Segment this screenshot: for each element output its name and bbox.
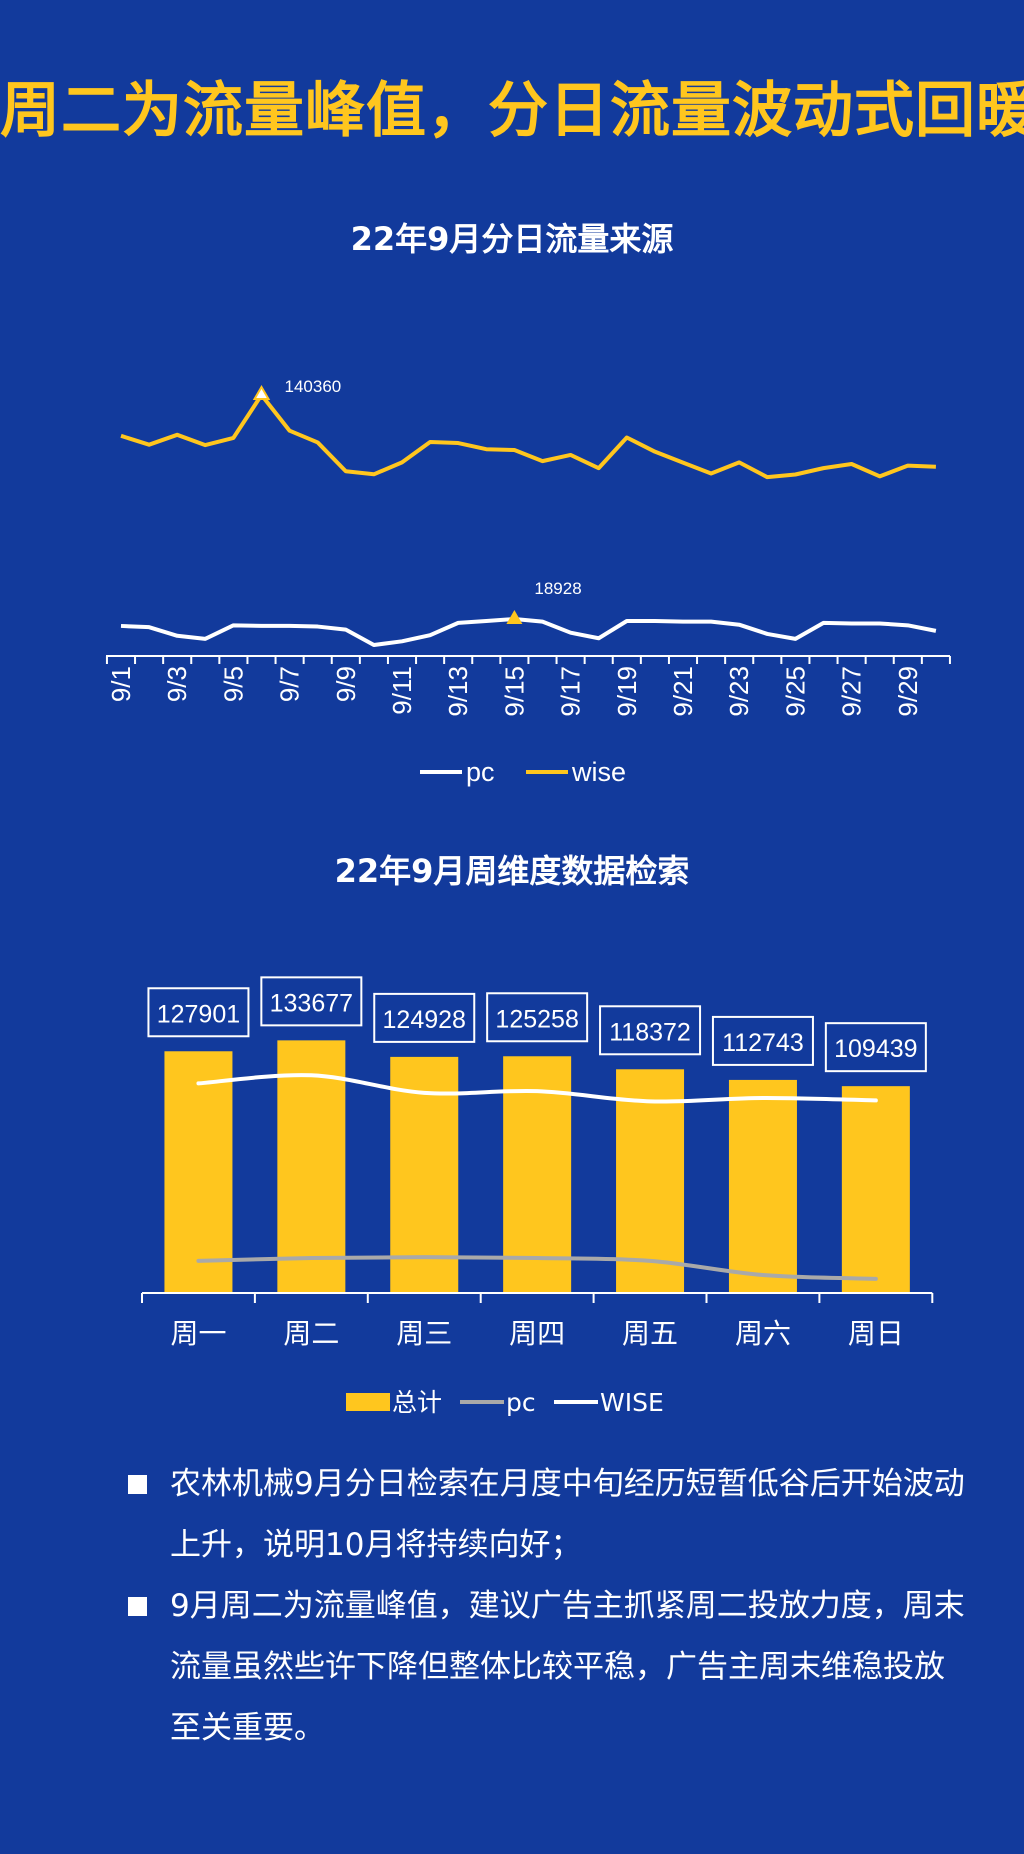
x-tick-label: 9/19 <box>612 666 642 717</box>
series-line-WISE <box>196 1073 878 1104</box>
value-label: 112743 <box>722 1029 804 1057</box>
value-label-box <box>824 1022 927 1073</box>
legend-label-pc: pc <box>506 1388 536 1417</box>
bar-周三 <box>390 1056 459 1293</box>
legend-label-WISE: WISE <box>600 1388 664 1417</box>
peak-label-pc: 18928 <box>534 579 581 598</box>
value-label: 133677 <box>270 989 353 1017</box>
chart2-title: 22年9月周维度数据检索 <box>334 852 690 890</box>
bar-周四 <box>503 1056 572 1293</box>
x-tick-label: 9/21 <box>668 666 698 717</box>
series-line-wise <box>120 393 936 480</box>
x-tick-label: 周六 <box>735 1317 791 1350</box>
legend-label-wise: wise <box>571 757 626 787</box>
legend-label-总计: 总计 <box>392 1388 442 1417</box>
value-label: 127901 <box>157 1000 240 1028</box>
x-tick-label: 9/3 <box>162 666 192 702</box>
bar-周日 <box>841 1086 910 1293</box>
bar-周五 <box>616 1069 685 1293</box>
peak-marker-wise <box>252 385 271 400</box>
value-label-box <box>711 1015 814 1066</box>
bar-周二 <box>277 1040 346 1293</box>
note-text: 农林机械9月分日检索在月度中旬经历短暂低谷后开始波动上升，说明10月将持续向好； <box>170 1466 965 1563</box>
x-tick-label: 9/5 <box>218 666 248 702</box>
chart1-title: 22年9月分日流量来源 <box>350 220 674 258</box>
x-tick-label: 9/9 <box>331 666 361 702</box>
bar-周一 <box>164 1051 233 1293</box>
x-tick-label: 9/13 <box>443 666 473 717</box>
x-tick-label: 周四 <box>509 1317 565 1350</box>
note-item: 9月周二为流量峰值，建议广告主抓紧周二投放力度，周末流量虽然些许下降但整体比较平… <box>128 1576 968 1759</box>
x-tick-label: 9/11 <box>387 666 417 715</box>
bar-周六 <box>728 1079 797 1293</box>
x-tick-label: 9/23 <box>724 666 754 717</box>
legend-swatch-总计 <box>346 1393 390 1411</box>
peak-marker-pc <box>506 610 523 624</box>
legend-label-pc: pc <box>466 757 495 787</box>
value-label-box <box>260 976 363 1027</box>
x-tick-label: 周一 <box>170 1317 226 1350</box>
x-tick-label: 9/17 <box>556 666 586 717</box>
note-item: 农林机械9月分日检索在月度中旬经历短暂低谷后开始波动上升，说明10月将持续向好； <box>128 1454 968 1576</box>
x-tick-label: 9/1 <box>106 666 136 702</box>
value-label-box <box>373 992 476 1043</box>
value-label: 109439 <box>834 1035 917 1063</box>
x-tick-label: 周五 <box>622 1317 678 1350</box>
series-line-pc <box>120 617 937 647</box>
x-tick-label: 9/25 <box>780 666 810 717</box>
x-tick-label: 9/7 <box>275 666 305 702</box>
bullet-square-icon <box>128 1597 147 1616</box>
page-title: 周二为流量峰值，分日流量波动式回暖 <box>0 76 1024 146</box>
weekday-bar-chart: 127901 133677 124928 125258 118372 112743 1094… <box>141 976 934 1417</box>
notes-list: 农林机械9月分日检索在月度中旬经历短暂低谷后开始波动上升，说明10月将持续向好；… <box>128 1454 968 1759</box>
value-label-box <box>599 1005 702 1056</box>
value-label-box <box>147 987 250 1038</box>
bullet-square-icon <box>128 1475 147 1494</box>
peak-label-wise: 140360 <box>285 377 342 396</box>
daily-traffic-line-chart: 140360 18928 9/1 9/3 9/5 9/7 9/9 9/11 9/13 9/15 9/… <box>105 377 951 787</box>
value-label: 125258 <box>495 1005 578 1033</box>
value-label-box <box>486 992 589 1043</box>
series-line-pc <box>196 1255 878 1281</box>
x-tick-label: 9/15 <box>499 666 529 717</box>
value-label: 124928 <box>383 1006 466 1034</box>
x-tick-label: 9/27 <box>837 666 867 717</box>
value-label: 118372 <box>609 1018 691 1046</box>
x-tick-label: 周三 <box>396 1317 452 1350</box>
x-tick-label: 9/29 <box>893 666 923 717</box>
x-tick-label: 周日 <box>848 1317 904 1350</box>
x-tick-label: 周二 <box>283 1317 339 1350</box>
note-text: 9月周二为流量峰值，建议广告主抓紧周二投放力度，周末流量虽然些许下降但整体比较平… <box>170 1588 965 1746</box>
